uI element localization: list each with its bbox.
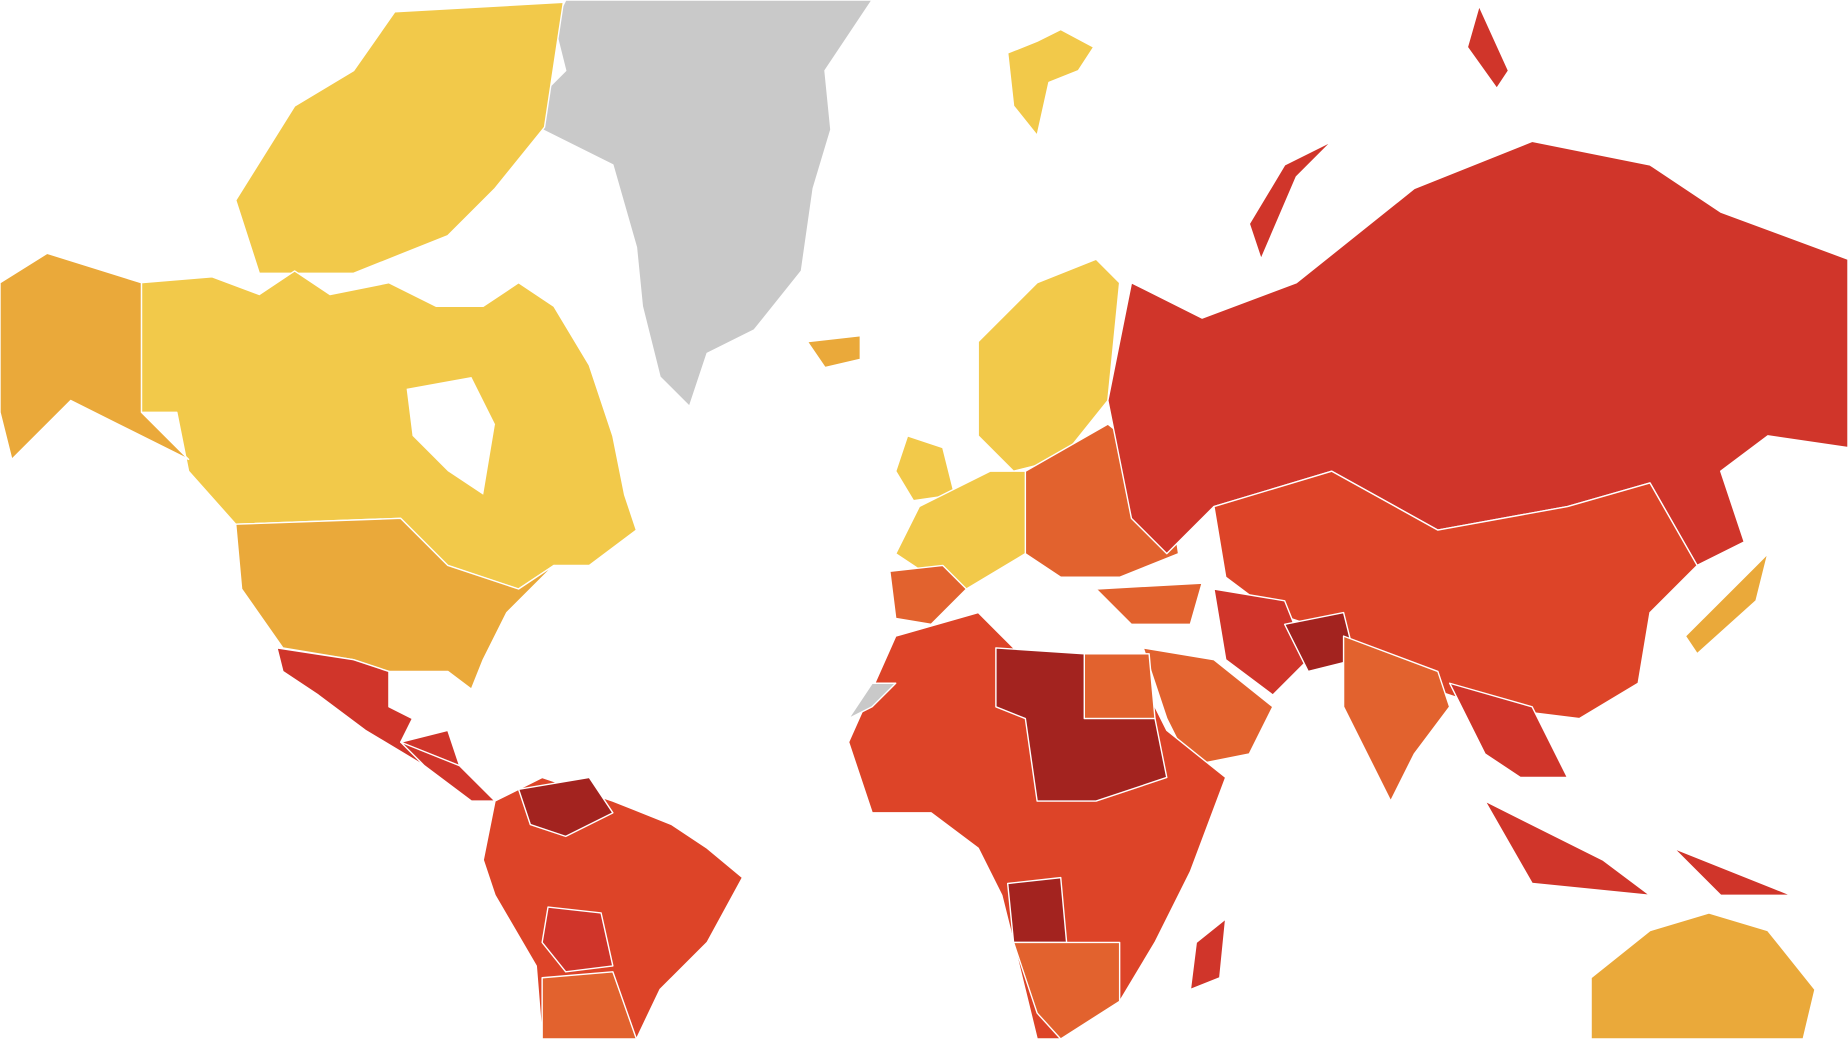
india: [1342, 635, 1451, 802]
central-america: [400, 741, 496, 802]
mexico: [276, 647, 461, 767]
angola: [1006, 876, 1068, 944]
hudson-bay: [406, 376, 495, 495]
central-asia-china: [1213, 470, 1698, 720]
alaska: [0, 252, 190, 461]
madagascar: [1189, 918, 1227, 991]
southeast-asia: [1448, 682, 1569, 779]
australia: [1590, 912, 1816, 1039]
united-kingdom: [895, 435, 956, 502]
russia: [1107, 140, 1848, 567]
novaya-zemlya: [1248, 140, 1333, 260]
kamchatka: [1466, 5, 1510, 90]
iberia: [889, 564, 968, 626]
canada: [140, 270, 638, 590]
iceland: [806, 335, 862, 369]
bolivia: [541, 906, 614, 973]
turkey: [1095, 582, 1203, 626]
egypt: [1083, 653, 1156, 720]
svalbard: [1006, 28, 1095, 137]
arabia: [1142, 647, 1274, 767]
southern-africa: [1012, 941, 1121, 1039]
united-states: [235, 517, 555, 690]
iran: [1213, 588, 1309, 696]
indonesia: [1484, 800, 1651, 896]
japan: [1684, 552, 1769, 655]
arctic-islands: [235, 1, 565, 275]
libya-chad-sudan: [995, 647, 1168, 802]
argentina: [541, 971, 638, 1039]
south-america: [482, 776, 744, 1039]
papua-new-guinea: [1672, 847, 1793, 896]
venezuela: [517, 776, 614, 838]
western-sahara: [847, 682, 897, 720]
